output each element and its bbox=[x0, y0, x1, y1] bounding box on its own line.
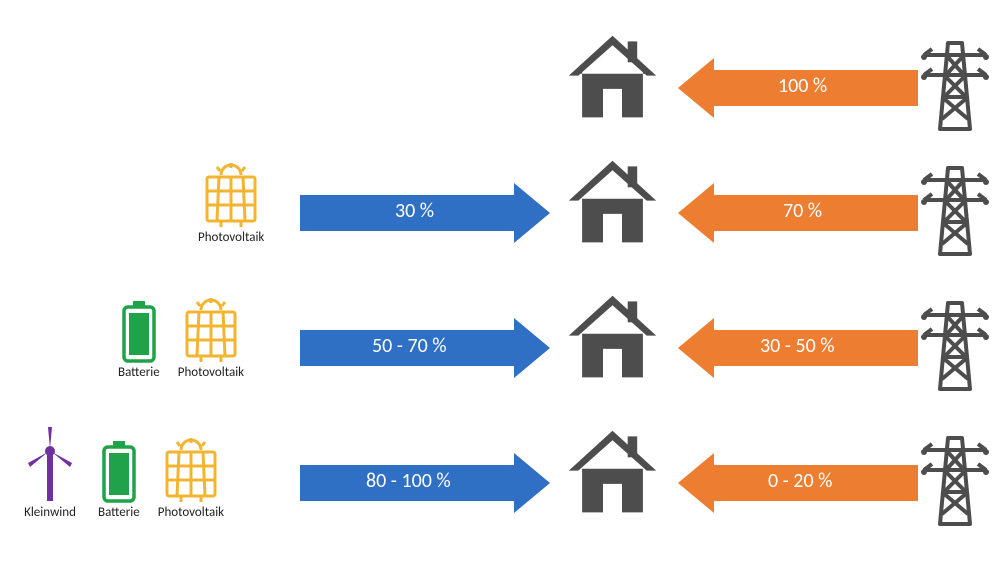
solar-panel-icon bbox=[181, 298, 241, 363]
pylon-icon bbox=[920, 430, 990, 535]
photovoltaik-source: Photovoltaik bbox=[178, 298, 244, 380]
photovoltaik-label: Photovoltaik bbox=[198, 230, 264, 245]
photovoltaik-label: Photovoltaik bbox=[158, 505, 224, 520]
batterie-label: Batterie bbox=[98, 505, 140, 520]
grid-pct-label: 100 % bbox=[778, 74, 827, 98]
battery-icon bbox=[102, 441, 136, 503]
grid-arrow: 70 % bbox=[678, 183, 918, 248]
grid-arrow: 0 - 20 % bbox=[678, 453, 918, 518]
grid-pct-label: 70 % bbox=[783, 199, 822, 223]
pylon-icon bbox=[920, 160, 990, 265]
row-2: Photovoltaik 30 % 70 % bbox=[0, 155, 1000, 265]
pylon-icon bbox=[920, 295, 990, 400]
grid-pct-label: 30 - 50 % bbox=[760, 334, 835, 358]
row-4: Kleinwind Batterie bbox=[0, 425, 1000, 545]
row-3: Batterie Photovoltai bbox=[0, 290, 1000, 400]
renewable-arrow: 30 % bbox=[300, 183, 550, 248]
photovoltaik-source: Photovoltaik bbox=[198, 163, 264, 245]
batterie-label: Batterie bbox=[118, 365, 160, 380]
grid-arrow: 30 - 50 % bbox=[678, 318, 918, 383]
renewable-pct-label: 50 - 70 % bbox=[372, 334, 447, 358]
grid-arrow: 100 % bbox=[678, 58, 918, 123]
wind-turbine-icon bbox=[20, 425, 80, 503]
solar-panel-icon bbox=[161, 438, 221, 503]
house-icon bbox=[565, 425, 660, 525]
sources-row-3: Batterie Photovoltai bbox=[118, 298, 244, 380]
sources-row-2: Photovoltaik bbox=[198, 163, 264, 245]
renewable-pct-label: 80 - 100 % bbox=[366, 469, 451, 493]
battery-icon bbox=[122, 301, 156, 363]
batterie-source: Batterie bbox=[98, 441, 140, 520]
kleinwind-label: Kleinwind bbox=[24, 505, 76, 520]
renewable-arrow: 80 - 100 % bbox=[300, 453, 550, 518]
row-1: 100 % bbox=[0, 30, 1000, 140]
house-icon bbox=[565, 30, 660, 130]
renewable-arrow: 50 - 70 % bbox=[300, 318, 550, 383]
solar-panel-icon bbox=[201, 163, 261, 228]
pylon-icon bbox=[920, 35, 990, 140]
kleinwind-source: Kleinwind bbox=[20, 425, 80, 520]
sources-row-4: Kleinwind Batterie bbox=[20, 425, 224, 520]
grid-pct-label: 0 - 20 % bbox=[768, 469, 832, 493]
photovoltaik-source: Photovoltaik bbox=[158, 438, 224, 520]
photovoltaik-label: Photovoltaik bbox=[178, 365, 244, 380]
batterie-source: Batterie bbox=[118, 301, 160, 380]
renewable-pct-label: 30 % bbox=[395, 199, 434, 223]
house-icon bbox=[565, 290, 660, 390]
house-icon bbox=[565, 155, 660, 255]
